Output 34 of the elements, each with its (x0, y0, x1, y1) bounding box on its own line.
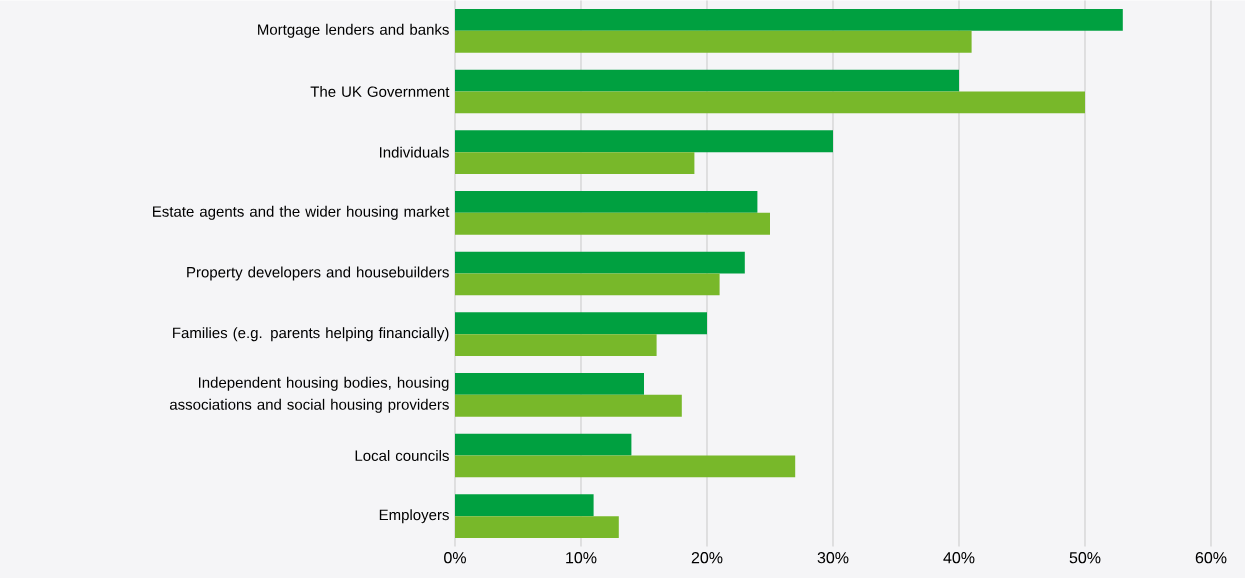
bar (455, 251, 745, 274)
bar (455, 333, 657, 356)
bar (455, 130, 833, 152)
y-tick-label: Property developers and housebuilders (187, 266, 449, 281)
bar (455, 273, 720, 296)
bar (455, 372, 644, 395)
x-tick-label: 0% (444, 551, 466, 564)
y-tick-label: Independent housing bodies, housing associations and social housing providers (169, 376, 449, 413)
x-tick-label: 30% (817, 551, 849, 564)
bar (455, 433, 632, 456)
bar (455, 494, 594, 516)
bar (455, 69, 959, 92)
y-tick-label: Families (e.g. parents helping financially) (173, 326, 449, 341)
y-tick-label: The UK Government (310, 85, 450, 97)
x-tick-label: 40% (943, 551, 975, 564)
x-tick-label: 60% (1195, 551, 1227, 564)
bar (455, 312, 707, 334)
bar (455, 394, 682, 417)
y-tick-label: Individuals (379, 146, 449, 158)
y-tick-label: Estate agents and the wider housing market (153, 205, 450, 220)
y-tick-label: Mortgage lenders and banks (258, 23, 449, 38)
bar (455, 455, 796, 478)
y-tick-label: Local councils (355, 449, 449, 461)
x-tick-label: 10% (566, 551, 597, 564)
y-tick-label: Employers (379, 508, 449, 523)
bar (455, 151, 695, 174)
x-tick-label: 50% (1069, 551, 1101, 564)
bar (455, 91, 1085, 114)
x-tick-label: 20% (691, 551, 723, 564)
bar (455, 30, 972, 53)
bar (455, 212, 770, 235)
bar (455, 190, 758, 213)
bar (455, 515, 619, 538)
bar (455, 8, 1123, 31)
